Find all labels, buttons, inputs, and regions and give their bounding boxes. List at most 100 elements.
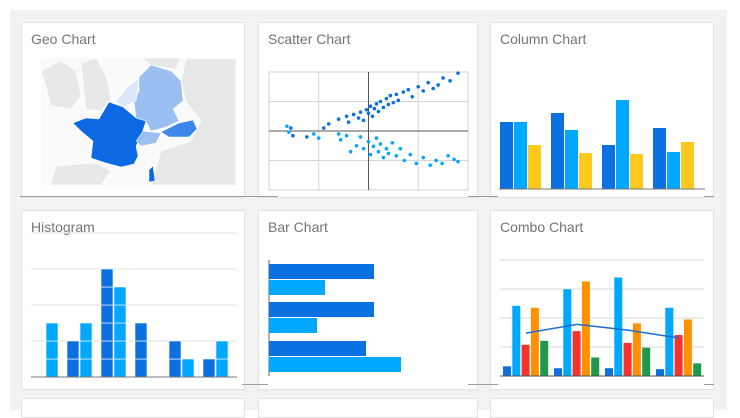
scatter-point	[406, 87, 411, 92]
scatter-point	[410, 94, 415, 99]
scatter-point	[378, 99, 383, 104]
column-chart-card[interactable]: Column Chart	[490, 22, 714, 198]
card-title: Bar Chart	[268, 219, 328, 235]
column-bar	[667, 152, 680, 189]
region-germany	[133, 64, 184, 132]
histogram-chart	[31, 232, 237, 378]
histogram-block	[215, 340, 229, 360]
horizontal-bar	[269, 318, 317, 333]
combo-bar	[540, 340, 549, 376]
combo-chart-card[interactable]: Combo Chart	[490, 210, 714, 390]
scatter-point	[402, 158, 407, 163]
map-land	[140, 57, 182, 70]
combo-bar	[642, 347, 651, 376]
column-bar	[616, 100, 629, 189]
scatter-point	[436, 83, 440, 87]
divider	[468, 196, 498, 197]
scatter-point	[378, 142, 383, 146]
histogram-block	[79, 340, 93, 360]
scatter-point	[414, 161, 419, 166]
combo-bar	[656, 369, 664, 376]
histogram-block	[66, 340, 80, 360]
scatter-point	[344, 114, 349, 119]
column-bar	[602, 145, 615, 189]
horizontal-bar	[269, 302, 374, 317]
scatter-point	[372, 106, 377, 111]
scatter-point	[311, 132, 316, 136]
scatter-point	[394, 92, 399, 97]
bar-chart	[268, 260, 401, 376]
histogram-card[interactable]: Histogram	[21, 210, 245, 390]
combo-bar	[503, 366, 511, 376]
scatter-point	[428, 163, 432, 168]
combo-bar	[530, 307, 539, 376]
card-title: Histogram	[31, 219, 95, 235]
scatter-point	[384, 146, 389, 151]
divider	[242, 384, 268, 385]
column-bar	[500, 122, 513, 189]
scatter-point	[431, 86, 435, 91]
histogram-block	[100, 358, 114, 378]
scatter-point	[381, 155, 386, 160]
scatter-point	[388, 93, 393, 98]
histogram-block	[134, 322, 148, 342]
map-land	[80, 57, 112, 112]
next-card[interactable]	[490, 398, 714, 418]
horizontal-bar	[269, 280, 325, 295]
scatter-point	[396, 98, 401, 103]
combo-bar	[683, 319, 692, 376]
horizontal-bar	[269, 341, 366, 356]
scatter-point	[381, 105, 386, 110]
histogram-block	[79, 322, 93, 342]
histogram-block	[113, 304, 127, 324]
scatter-point	[374, 102, 379, 106]
histogram-block	[134, 358, 148, 378]
scatter-point	[358, 135, 363, 139]
scatter-point	[456, 71, 460, 75]
scatter-point	[361, 146, 366, 151]
combo-line	[525, 323, 680, 339]
scatter-point	[351, 112, 356, 117]
scatter-chart-card[interactable]: Scatter Chart	[258, 22, 478, 198]
column-bar	[514, 122, 527, 189]
histogram-block	[45, 322, 59, 342]
card-title: Geo Chart	[31, 31, 96, 47]
scatter-point	[336, 132, 341, 136]
bar-chart-card[interactable]: Bar Chart	[258, 210, 478, 390]
scatter-point	[421, 89, 426, 93]
scatter-point	[346, 120, 351, 124]
chart-gallery: Geo Chart Scatter Chart Column Chart His…	[10, 10, 727, 418]
combo-bar	[632, 323, 641, 376]
scatter-point	[441, 76, 445, 80]
column-bar	[681, 142, 694, 189]
histogram-block	[113, 286, 127, 306]
map-land	[40, 60, 82, 110]
scatter-point	[384, 96, 389, 101]
scatter-point	[371, 144, 376, 149]
combo-bar	[693, 363, 702, 376]
combo-bar	[581, 281, 590, 376]
region-benelux	[115, 78, 140, 108]
column-bar	[565, 130, 578, 189]
geo-chart-card[interactable]: Geo Chart	[21, 22, 245, 198]
scatter-point	[336, 117, 341, 121]
scatter-point	[390, 141, 395, 145]
histogram-block	[113, 358, 127, 378]
card-title: Column Chart	[500, 31, 587, 47]
combo-bar	[614, 277, 623, 376]
histogram-block	[100, 322, 114, 342]
scatter-chart	[268, 71, 469, 191]
next-card[interactable]	[258, 398, 478, 418]
combo-bar	[605, 368, 613, 376]
scatter-point	[368, 152, 373, 157]
scatter-point	[440, 161, 444, 166]
scatter-point	[368, 104, 373, 109]
histogram-block	[181, 358, 195, 378]
map-land	[50, 162, 112, 186]
histogram-block	[66, 358, 80, 378]
combo-bar	[572, 331, 581, 376]
scatter-point	[361, 118, 366, 123]
next-card[interactable]	[21, 398, 245, 418]
histogram-block	[215, 358, 229, 378]
combo-bar	[591, 357, 600, 376]
